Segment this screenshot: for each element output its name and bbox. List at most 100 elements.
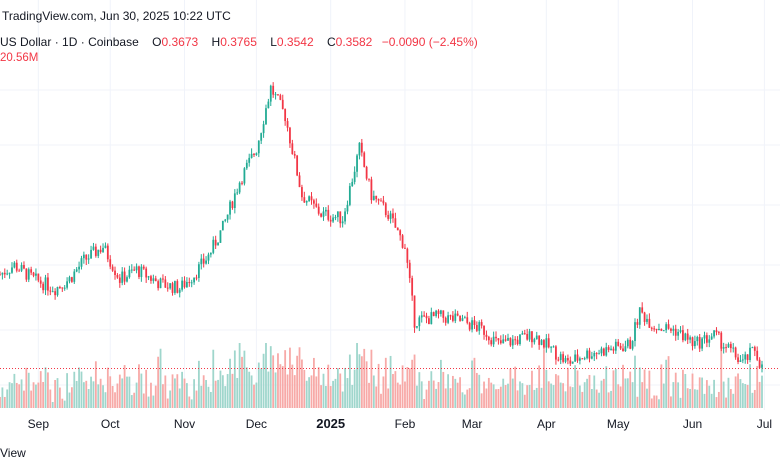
candle-body	[538, 335, 541, 345]
volume-bar	[602, 378, 605, 408]
candle-body	[368, 178, 370, 180]
candle-body	[480, 322, 483, 326]
candle-body	[322, 211, 325, 217]
volume-bar	[291, 364, 294, 408]
candle-body	[27, 269, 30, 280]
candle-body	[665, 324, 668, 331]
candle-body	[42, 283, 45, 291]
volume-bar	[305, 380, 308, 408]
volume-bar	[49, 389, 52, 408]
candle-body	[336, 211, 339, 218]
volume-bar	[360, 356, 363, 408]
candle-body	[35, 273, 37, 276]
volume-bar	[581, 391, 584, 408]
volume-bar	[684, 374, 687, 408]
candle-body	[6, 273, 9, 275]
candle-body	[209, 252, 212, 255]
volume-bar	[200, 385, 203, 408]
close-label: C	[326, 35, 336, 49]
volume-bar	[142, 393, 145, 408]
candle-body	[526, 333, 529, 340]
candle-body	[159, 278, 162, 289]
symbol-header[interactable]: US Dollar · 1D · Coinbase O0.3673 H0.376…	[0, 35, 478, 49]
candle-body	[23, 265, 25, 269]
volume-bar	[576, 370, 579, 408]
volume-bar	[341, 391, 344, 408]
volume-bar	[722, 381, 725, 408]
volume-bar	[468, 388, 471, 408]
candle-body	[344, 211, 346, 222]
candle-body	[720, 332, 723, 349]
volume-bar	[63, 400, 66, 408]
volume-bar	[519, 381, 521, 408]
volume-bar	[490, 382, 493, 408]
volume-bar	[138, 364, 140, 408]
volume-bar	[617, 384, 620, 408]
candle-body	[404, 247, 406, 249]
volume-bar	[190, 399, 193, 408]
candle-body	[581, 358, 584, 360]
candle-body	[229, 201, 231, 215]
volume-bar	[336, 368, 339, 408]
volume-bar	[399, 384, 402, 408]
low-value: 0.3542	[276, 35, 314, 49]
volume-bar	[176, 374, 179, 408]
candle-body	[408, 262, 411, 279]
volume-bar	[540, 387, 543, 408]
volume-bar	[725, 397, 727, 408]
volume-bar	[682, 369, 684, 408]
candle-body	[413, 295, 416, 328]
time-axis-tick: Dec	[245, 417, 268, 431]
candle-body	[25, 268, 28, 280]
candle-body	[293, 154, 296, 156]
time-axis-tick: Mar	[461, 417, 483, 431]
volume-bar	[454, 378, 457, 408]
volume-bar	[353, 369, 356, 408]
candle-body	[133, 269, 136, 271]
volume-bar	[480, 393, 483, 408]
volume-bar	[284, 350, 287, 408]
candle-body	[13, 262, 16, 268]
volume-bar	[267, 371, 270, 408]
volume-bar	[674, 372, 677, 408]
candle-body	[341, 221, 344, 224]
candle-body	[689, 337, 692, 340]
volume-bar	[262, 353, 265, 408]
candle-body	[106, 245, 109, 260]
volume-bar	[578, 385, 581, 408]
candle-body	[660, 328, 663, 331]
candle-body	[622, 348, 624, 352]
candle-body	[708, 339, 711, 343]
volume-bar	[401, 365, 404, 408]
candle-body	[653, 328, 656, 330]
volume-bar	[114, 392, 116, 408]
volume-bar	[507, 383, 509, 408]
volume-bar	[70, 387, 73, 408]
candle-body	[593, 353, 596, 357]
candle-body	[365, 166, 368, 179]
candle-body	[279, 95, 282, 100]
volume-bar	[499, 386, 502, 408]
volume-bar	[25, 367, 28, 408]
candle-body	[509, 337, 512, 346]
volume-bar	[82, 382, 85, 408]
interval[interactable]: 1D	[62, 35, 78, 49]
volume-bar	[555, 374, 557, 408]
low-label: L	[270, 35, 277, 49]
symbol-name[interactable]: US Dollar	[0, 35, 52, 49]
candle-body	[1, 272, 4, 275]
candle-body	[135, 266, 138, 271]
volume-bar	[39, 371, 42, 408]
volume-bar	[1, 387, 4, 408]
volume-bar	[94, 361, 97, 408]
volume-bar	[253, 384, 255, 408]
volume-bar	[317, 367, 320, 408]
volume-bar	[181, 371, 184, 408]
candle-body	[116, 275, 119, 278]
candle-body	[629, 339, 632, 349]
volume-bar	[751, 392, 754, 408]
volume-bar	[23, 390, 25, 408]
time-axis-tick: May	[606, 417, 630, 431]
volume-bar	[670, 396, 672, 408]
